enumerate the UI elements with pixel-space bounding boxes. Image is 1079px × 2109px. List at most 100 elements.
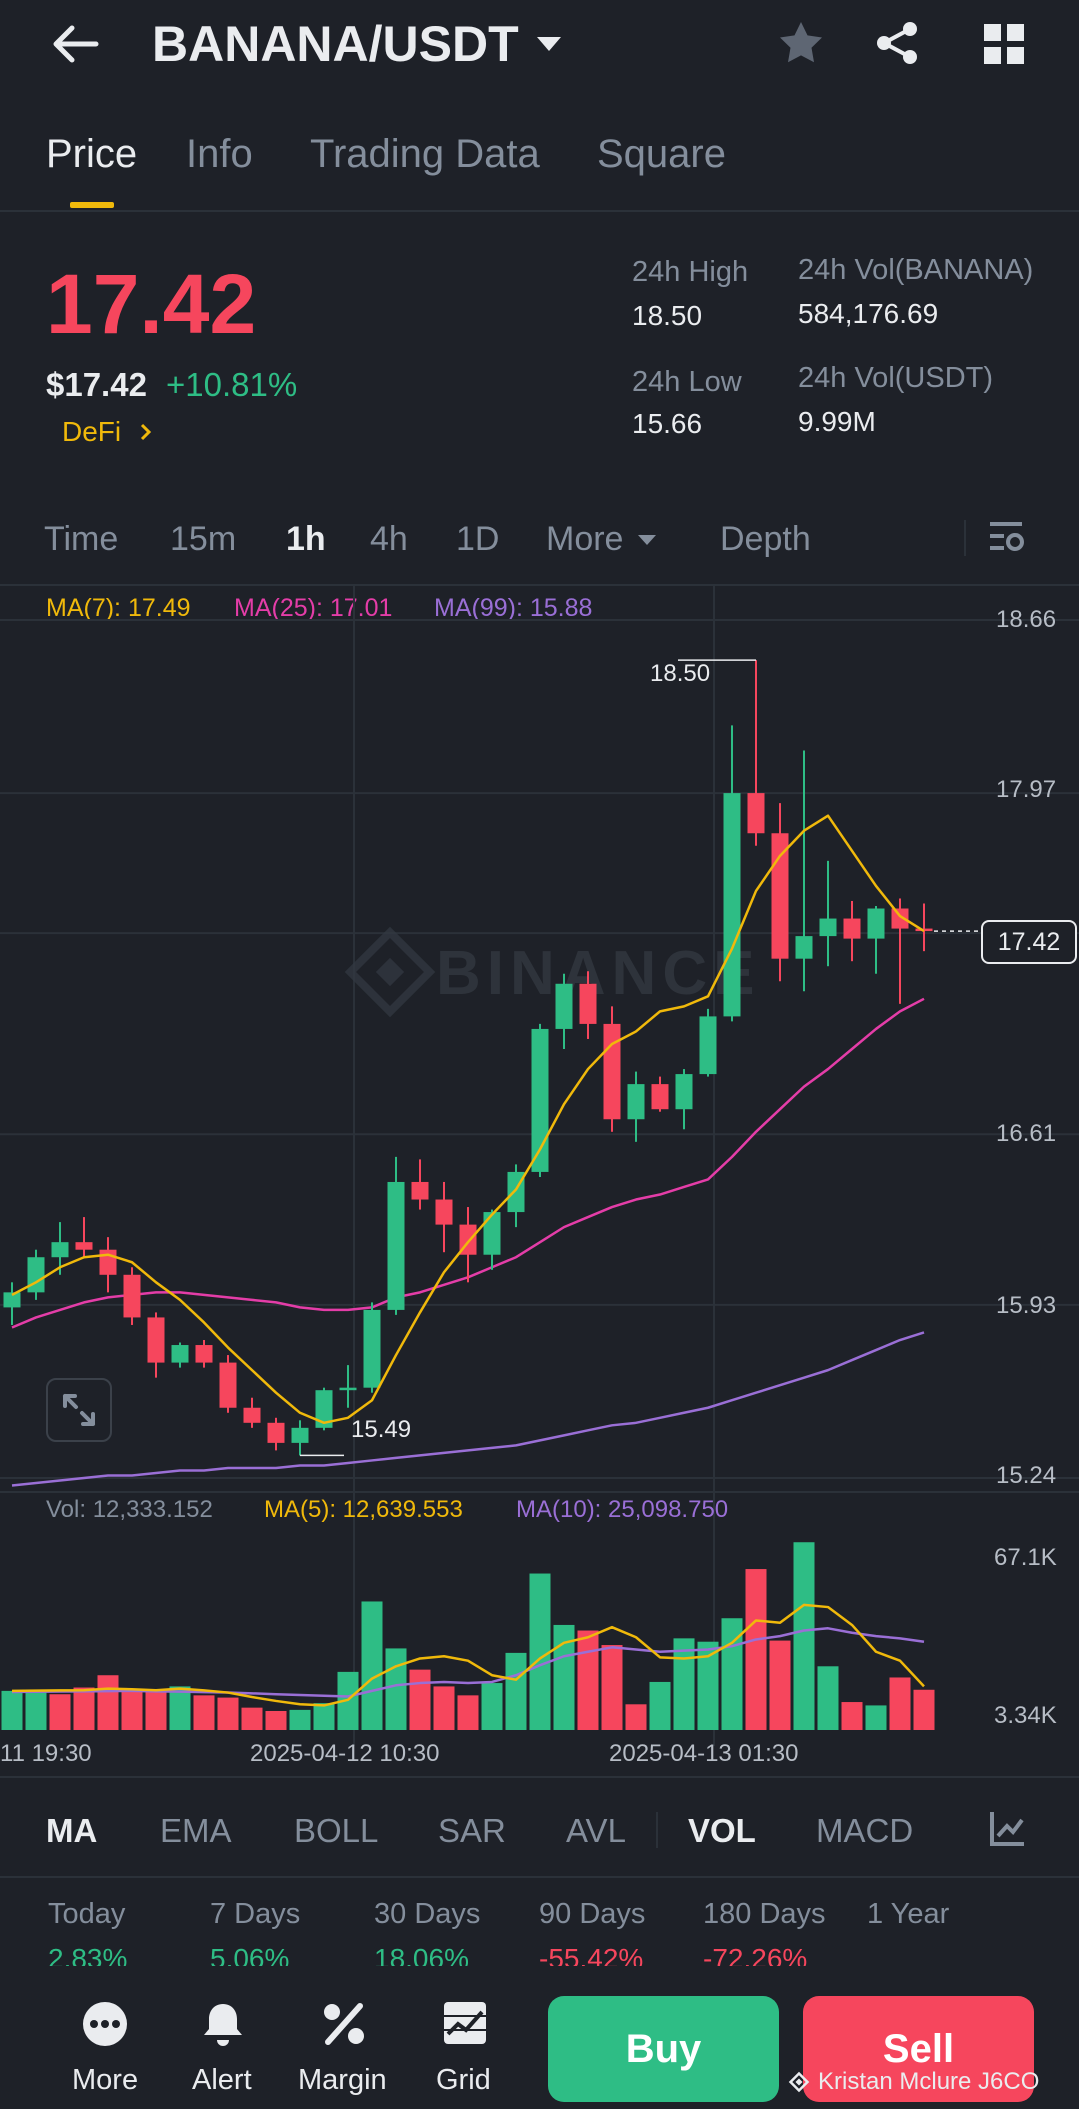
nav-grid[interactable] — [442, 2000, 488, 2051]
indicator-vol[interactable]: VOL — [688, 1812, 756, 1849]
volume-bar — [649, 1681, 671, 1730]
candle-body — [771, 833, 789, 959]
timeframe-more[interactable]: More — [546, 520, 657, 559]
chart-settings-icon[interactable] — [986, 516, 1026, 561]
time-axis-label: 2025-04-12 10:30 — [250, 1740, 440, 1767]
perf-item[interactable]: 90 Days -55.42% — [539, 1898, 645, 1966]
more-dots-icon — [83, 2002, 127, 2046]
price-axis-label: 16.61 — [996, 1120, 1057, 1147]
timeframe-time[interactable]: Time — [44, 520, 119, 558]
category-tag-label: DeFi — [62, 416, 122, 447]
volume-bar — [601, 1645, 623, 1730]
perf-label: 1 Year — [867, 1898, 950, 1930]
perf-value: 2.83% — [48, 1943, 128, 1966]
low-label: 24h Low — [632, 366, 742, 398]
nav-alert-label: Alert — [192, 2064, 252, 2096]
candle-body — [627, 1084, 645, 1120]
sell-button[interactable]: Sell — [803, 1996, 1034, 2102]
nav-more-label: More — [72, 2064, 139, 2096]
price-axis-label: 18.66 — [996, 606, 1057, 633]
volume-bar — [121, 1690, 143, 1730]
back-icon[interactable] — [50, 22, 100, 66]
perf-item[interactable]: 180 Days -72.26% — [703, 1898, 826, 1966]
share-icon[interactable] — [874, 20, 920, 71]
candle-body — [291, 1427, 309, 1443]
usd-price: $17.42 — [46, 366, 147, 403]
tab-info[interactable]: Info — [186, 132, 253, 176]
perf-item[interactable]: 1 Year — [867, 1898, 949, 1943]
candle-body — [315, 1390, 333, 1428]
candle-body — [147, 1317, 165, 1363]
candle-body — [195, 1345, 213, 1363]
candle-body — [699, 1016, 717, 1075]
indicator-ma[interactable]: MA — [46, 1812, 98, 1849]
volume-bar — [769, 1640, 791, 1730]
caret-down-icon — [536, 37, 561, 51]
nav-more[interactable] — [70, 2000, 140, 2053]
performance-row: Today 2.83% 7 Days 5.06% 30 Days 18.06% 90 … — [0, 1898, 1079, 1966]
candle-body — [723, 793, 741, 1017]
price-axis-label: 15.93 — [996, 1292, 1057, 1319]
vol-legend: Vol: 12,333.152 — [46, 1496, 213, 1523]
timeframe-1h[interactable]: 1h — [286, 520, 326, 558]
nav-alert[interactable] — [200, 2000, 246, 2053]
candle-body — [27, 1257, 45, 1293]
buy-button-label: Buy — [625, 2026, 702, 2071]
timeframe-15m[interactable]: 15m — [170, 520, 237, 558]
volume-bar — [577, 1630, 599, 1730]
nav-margin[interactable] — [320, 2000, 368, 2053]
grid-trading-icon — [444, 2002, 486, 2044]
indicator-settings-icon[interactable] — [988, 1808, 1028, 1853]
volume-bar — [385, 1648, 407, 1730]
time-axis-label: 2025-04-13 01:30 — [609, 1740, 799, 1767]
timeframe-4h[interactable]: 4h — [370, 520, 408, 558]
indicator-avl[interactable]: AVL — [566, 1812, 626, 1849]
volume-bar — [49, 1694, 71, 1730]
expand-icon[interactable] — [46, 1378, 112, 1442]
depth-tab[interactable]: Depth — [720, 520, 811, 558]
candle-body — [483, 1212, 501, 1255]
favorite-star-icon[interactable] — [778, 20, 824, 69]
indicator-sar[interactable]: SAR — [438, 1812, 506, 1849]
candle-body — [99, 1249, 117, 1275]
tab-trading-data[interactable]: Trading Data — [310, 132, 540, 176]
candle-body — [75, 1242, 93, 1250]
candle-body — [579, 983, 597, 1024]
indicator-ema[interactable]: EMA — [160, 1812, 232, 1849]
vol-ma5-legend: MA(5): 12,639.553 — [264, 1496, 463, 1523]
candle-body — [363, 1309, 381, 1388]
candle-body — [387, 1181, 405, 1310]
candlestick-chart[interactable]: BINANCE — [0, 586, 1079, 1766]
tab-price[interactable]: Price — [46, 132, 138, 176]
timeframe-1d[interactable]: 1D — [456, 520, 500, 558]
vol-ma10-line — [11, 1627, 925, 1698]
perf-label: 180 Days — [703, 1898, 826, 1930]
vol-quote-value: 9.99M — [798, 406, 876, 437]
time-axis-label: 11 19:30 — [0, 1740, 92, 1767]
price-axis-label: 15.24 — [996, 1462, 1057, 1489]
category-tag[interactable]: DeFi — [62, 416, 153, 448]
volume-bar — [673, 1638, 695, 1730]
bell-icon — [204, 2004, 242, 2046]
volume-bar — [361, 1601, 383, 1730]
volume-bar — [745, 1569, 767, 1730]
perf-item[interactable]: 30 Days 18.06% — [374, 1898, 480, 1966]
nav-margin-label: Margin — [298, 2064, 387, 2096]
volume-bar — [457, 1695, 479, 1730]
indicator-macd[interactable]: MACD — [816, 1812, 914, 1849]
buy-button[interactable]: Buy — [548, 1996, 779, 2102]
tab-square[interactable]: Square — [597, 132, 726, 176]
svg-text:BINANCE: BINANCE — [436, 939, 760, 1008]
perf-label: Today — [48, 1898, 126, 1930]
tab-active-indicator — [70, 202, 114, 208]
indicator-boll[interactable]: BOLL — [294, 1812, 379, 1849]
perf-item[interactable]: 7 Days 5.06% — [210, 1898, 300, 1966]
candle-body — [51, 1242, 69, 1258]
perf-item[interactable]: Today 2.83% — [48, 1898, 127, 1966]
pair-selector[interactable]: BANANA/USDT — [152, 14, 563, 74]
layout-grid-icon[interactable] — [982, 22, 1026, 71]
candle-body — [867, 908, 885, 939]
candle-body — [603, 1023, 621, 1120]
volume-bar — [169, 1686, 191, 1730]
perf-value: 18.06% — [374, 1943, 469, 1966]
